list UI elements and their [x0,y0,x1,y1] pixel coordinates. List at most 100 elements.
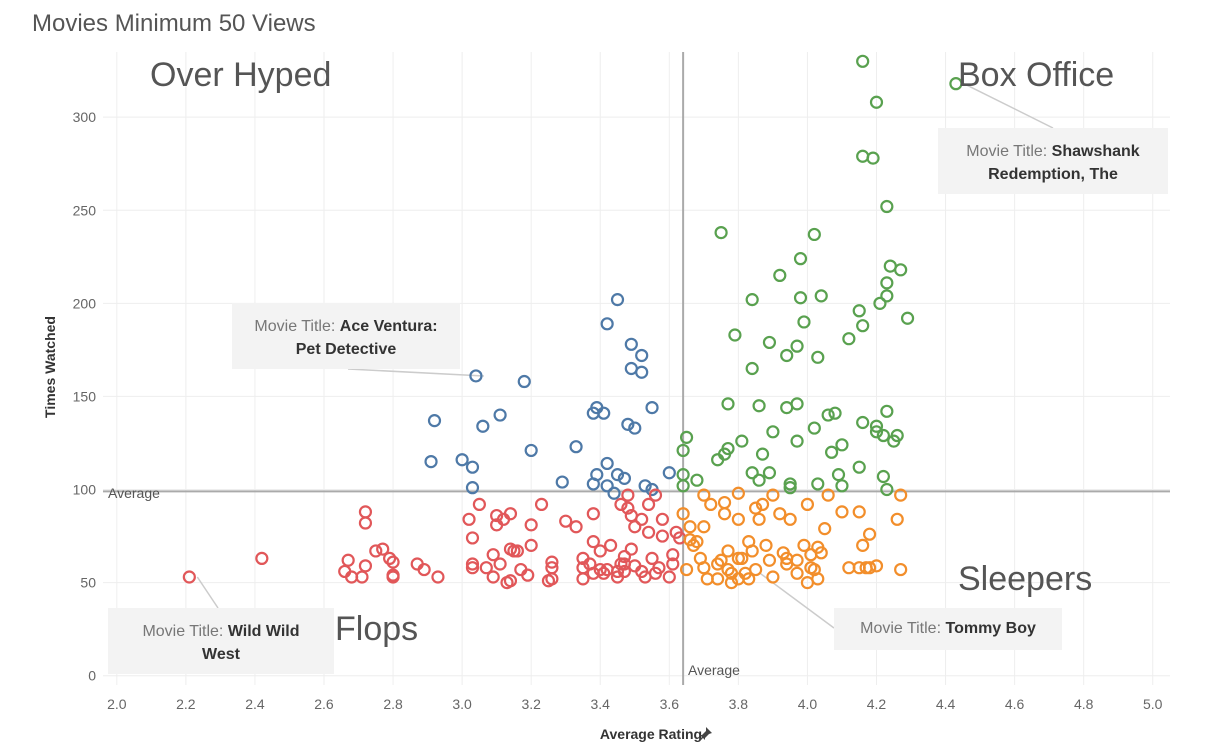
data-point-box-office[interactable] [866,151,880,165]
pin-icon[interactable] [699,727,712,741]
data-point-box-office[interactable] [752,399,766,413]
data-point-flops[interactable] [604,538,618,552]
data-point-flops[interactable] [655,512,669,526]
data-point-flops[interactable] [386,568,400,582]
data-point-over-hyped[interactable] [621,417,635,431]
data-point-box-office[interactable] [745,361,759,376]
data-point-over-hyped[interactable] [607,486,621,500]
data-point-over-hyped[interactable] [465,481,480,495]
data-point-over-hyped[interactable] [600,479,614,493]
data-point-over-hyped[interactable] [610,293,625,307]
data-point-flops[interactable] [593,562,607,577]
data-point-flops[interactable] [472,497,486,512]
data-point-box-office[interactable] [856,149,870,163]
data-point-box-office[interactable] [735,434,749,448]
data-point-sleepers[interactable] [862,527,877,541]
data-point-box-office[interactable] [790,397,804,411]
data-point-sleepers[interactable] [731,486,745,500]
data-point-sleepers[interactable] [755,497,770,512]
data-point-box-office[interactable] [793,252,808,266]
data-point-flops[interactable] [621,488,635,502]
data-point-flops[interactable] [617,564,632,579]
data-point-flops[interactable] [503,574,518,588]
data-point-flops[interactable] [576,572,590,586]
data-point-sleepers[interactable] [697,488,711,502]
data-point-box-office[interactable] [880,404,894,418]
data-point-sleepers[interactable] [890,512,904,526]
data-point-over-hyped[interactable] [424,454,438,469]
data-point-box-office[interactable] [835,438,849,452]
data-point-flops[interactable] [545,561,559,575]
data-point-box-office[interactable] [728,328,742,342]
data-point-over-hyped[interactable] [427,414,442,428]
data-point-sleepers[interactable] [731,512,745,526]
data-point-box-office[interactable] [856,319,870,333]
data-point-flops[interactable] [635,512,649,526]
data-point-box-office[interactable] [690,473,704,487]
data-point-flops[interactable] [465,531,480,545]
data-point-flops[interactable] [521,568,535,582]
data-point-flops[interactable] [462,512,476,526]
data-point-flops[interactable] [614,497,628,512]
data-point-flops[interactable] [666,548,680,562]
data-point-sleepers[interactable] [894,488,908,502]
data-point-sleepers[interactable] [749,562,763,577]
data-point-box-office[interactable] [793,291,808,305]
data-point-box-office[interactable] [745,293,759,307]
data-point-flops[interactable] [386,555,400,569]
data-point-sleepers[interactable] [800,497,815,512]
data-point-flops[interactable] [586,507,600,521]
data-point-sleepers[interactable] [676,507,690,521]
data-point-over-hyped[interactable] [662,466,676,480]
data-point-flops[interactable] [610,564,625,579]
data-point-flops[interactable] [479,561,493,575]
data-point-flops[interactable] [583,557,597,571]
data-point-sleepers[interactable] [697,520,711,534]
data-point-flops[interactable] [534,497,549,512]
data-point-box-office[interactable] [856,415,870,430]
data-point-flops[interactable] [662,570,676,584]
data-point-flops[interactable] [376,542,390,556]
data-point-box-office[interactable] [679,430,694,444]
data-point-over-hyped[interactable] [476,419,490,433]
data-point-sleepers[interactable] [711,572,725,586]
data-point-flops[interactable] [255,551,269,566]
data-point-over-hyped[interactable] [524,443,538,458]
data-point-flops[interactable] [358,559,373,573]
data-point-sleepers[interactable] [814,546,828,560]
data-point-box-office[interactable] [869,425,884,439]
data-point-sleepers[interactable] [862,561,877,575]
data-point-box-office[interactable] [887,434,901,448]
data-point-flops[interactable] [490,508,504,523]
data-point-box-office[interactable] [721,397,735,411]
data-point-flops[interactable] [666,557,680,571]
data-point-box-office[interactable] [852,460,866,474]
data-point-sleepers[interactable] [766,488,780,502]
data-point-box-office[interactable] [762,335,777,350]
data-point-box-office[interactable] [745,466,759,480]
data-point-sleepers[interactable] [717,495,732,510]
data-point-box-office[interactable] [807,227,821,242]
data-point-over-hyped[interactable] [517,374,531,389]
data-point-flops[interactable] [486,570,500,584]
data-point-flops[interactable] [524,518,538,532]
data-point-flops[interactable] [569,520,583,534]
data-point-over-hyped[interactable] [455,453,469,467]
data-point-box-office[interactable] [876,469,890,484]
data-point-box-office[interactable] [900,311,915,325]
data-point-flops[interactable] [493,557,507,571]
data-point-sleepers[interactable] [869,559,884,573]
data-point-box-office[interactable] [676,443,690,458]
data-point-flops[interactable] [652,561,666,575]
data-point-flops[interactable] [355,570,369,584]
data-point-box-office[interactable] [773,268,787,283]
data-point-over-hyped[interactable] [610,468,625,482]
data-point-box-office[interactable] [828,406,842,420]
data-point-flops[interactable] [621,501,635,515]
data-point-box-office[interactable] [676,479,690,493]
data-point-flops[interactable] [182,570,196,584]
data-point-box-office[interactable] [880,289,894,303]
data-point-sleepers[interactable] [811,572,825,586]
data-point-flops[interactable] [369,544,383,558]
data-point-sleepers[interactable] [856,538,870,552]
